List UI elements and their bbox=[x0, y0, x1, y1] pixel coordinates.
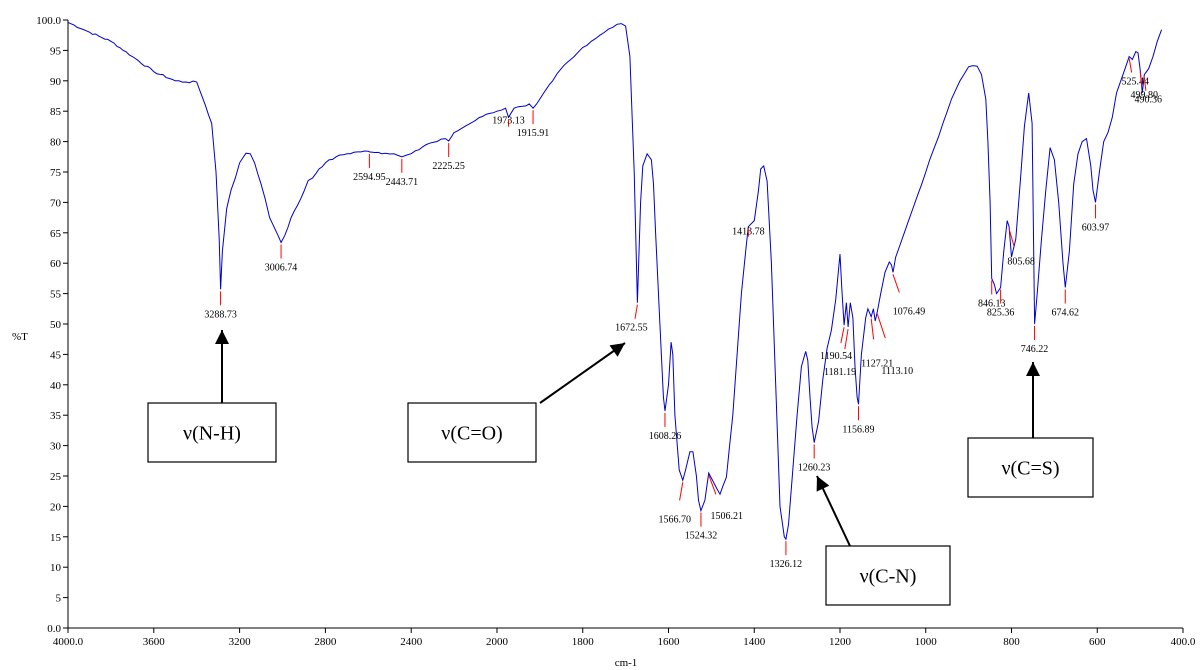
peak-label: 1915.91 bbox=[517, 128, 550, 139]
x-axis-ticks: 4000.0 3600 3200 2800 2400 2000 1800 1600 1400 12… bbox=[53, 628, 1196, 648]
annotation-arrow-shaft bbox=[539, 342, 626, 404]
y-tick-label: 40 bbox=[50, 380, 62, 392]
peak-marker bbox=[1128, 58, 1133, 73]
x-tick-label: 1600 bbox=[658, 636, 681, 648]
peak-label: 805.68 bbox=[1007, 257, 1035, 268]
peak-marker bbox=[840, 327, 845, 344]
annotation-arrow-head bbox=[215, 330, 229, 344]
peak-label: 490.36 bbox=[1135, 95, 1163, 106]
y-tick-label: 85 bbox=[50, 106, 62, 118]
x-tick-label: 800 bbox=[1003, 636, 1020, 648]
y-tick-label: 60 bbox=[50, 258, 62, 270]
peak-label: 2225.25 bbox=[432, 161, 465, 172]
peak-label: 603.97 bbox=[1082, 222, 1110, 233]
x-tick-label: 2000 bbox=[486, 636, 509, 648]
annotations: ν(N-H) ν(C=O) ν(C-N) ν(C=S) bbox=[147, 330, 1094, 606]
y-tick-label: 50 bbox=[50, 319, 62, 331]
peak-label: 1524.32 bbox=[685, 531, 718, 542]
x-tick-label: 600 bbox=[1089, 636, 1106, 648]
y-tick-label: 35 bbox=[50, 410, 62, 422]
x-tick-label: 4000.0 bbox=[53, 636, 84, 648]
y-tick-label: 70 bbox=[50, 197, 62, 209]
y-tick-label: 25 bbox=[50, 471, 62, 483]
peak-marker bbox=[870, 318, 875, 340]
annotation-arrow-head bbox=[1026, 362, 1040, 376]
annotation-box bbox=[967, 437, 1094, 498]
peak-label: 525.44 bbox=[1121, 76, 1149, 87]
peak-label: 1156.89 bbox=[842, 424, 874, 435]
x-tick-label: 2400 bbox=[400, 636, 423, 648]
y-axis-ticks: 0.0 5 10 15 20 25 30 35 40 45 50 55 60 65 70 75 80 85 90 95… bbox=[36, 15, 68, 635]
annotation-label: ν(C=O) bbox=[441, 423, 502, 445]
peak-label: 746.22 bbox=[1021, 344, 1049, 355]
peak-label: 1566.70 bbox=[659, 514, 692, 525]
peak-marker bbox=[679, 482, 684, 501]
x-tick-label: 1200 bbox=[829, 636, 852, 648]
peak-label: 1326.12 bbox=[770, 559, 803, 570]
y-tick-label: 55 bbox=[50, 289, 62, 301]
x-tick-label: 2800 bbox=[314, 636, 337, 648]
x-tick-label: 400.0 bbox=[1171, 636, 1196, 648]
peak-label: 2594.95 bbox=[353, 172, 386, 183]
peak-label: 1413.78 bbox=[732, 227, 765, 238]
peak-label: 2443.71 bbox=[386, 177, 419, 188]
x-tick-label: 1800 bbox=[572, 636, 595, 648]
y-tick-label: 100.0 bbox=[36, 15, 61, 27]
y-tick-label: 45 bbox=[50, 349, 62, 361]
y-tick-label: 15 bbox=[50, 532, 62, 544]
peak-label: 1608.26 bbox=[649, 431, 682, 442]
peak-label: 1672.55 bbox=[615, 323, 648, 334]
y-tick-label: 10 bbox=[50, 562, 62, 574]
peak-marker bbox=[1139, 71, 1143, 86]
peak-markers: 3288.73 3006.74 2594.95 2443.71 2225.25 1973.… bbox=[204, 58, 1162, 570]
y-tick-label: 75 bbox=[50, 167, 62, 179]
y-tick-label: 65 bbox=[50, 228, 62, 240]
x-tick-label: 1000 bbox=[915, 636, 938, 648]
peak-label: 1181.19 bbox=[824, 367, 856, 378]
y-tick-label: 30 bbox=[50, 441, 62, 453]
peak-label: 1076.49 bbox=[893, 306, 926, 317]
annotation-label: ν(C-N) bbox=[860, 566, 917, 588]
peak-marker bbox=[892, 274, 900, 293]
annotation-label: ν(N-H) bbox=[183, 423, 241, 445]
annotation-box bbox=[147, 402, 277, 463]
peak-marker bbox=[876, 313, 886, 339]
peak-label: 1260.23 bbox=[798, 463, 831, 474]
peak-marker bbox=[708, 474, 717, 495]
y-tick-label: 80 bbox=[50, 137, 62, 149]
peak-label: 674.62 bbox=[1052, 308, 1080, 319]
x-tick-label: 3200 bbox=[229, 636, 252, 648]
peak-label: 1127.21 bbox=[861, 359, 893, 370]
x-axis-title: cm-1 bbox=[615, 657, 638, 669]
annotation-arrow-head bbox=[609, 343, 625, 357]
y-tick-label: 20 bbox=[50, 501, 62, 513]
peak-label: 499.80 bbox=[1130, 90, 1158, 101]
y-axis-title: %T bbox=[12, 331, 28, 343]
peak-marker bbox=[1008, 228, 1015, 246]
peak-label: 1190.54 bbox=[820, 351, 852, 362]
peak-marker bbox=[1143, 76, 1147, 91]
peak-marker bbox=[634, 304, 638, 319]
y-tick-label: 0.0 bbox=[47, 623, 61, 635]
x-tick-label: 1400 bbox=[743, 636, 766, 648]
peak-label: 3288.73 bbox=[204, 309, 237, 320]
peak-label: 1113.10 bbox=[881, 366, 913, 377]
peak-label: 3006.74 bbox=[265, 263, 298, 274]
peak-label: 825.36 bbox=[987, 308, 1015, 319]
y-tick-label: 95 bbox=[50, 45, 62, 57]
spectrum-line bbox=[67, 21, 1163, 541]
y-tick-label: 90 bbox=[50, 76, 62, 88]
annotation-box bbox=[825, 545, 951, 606]
peak-marker bbox=[844, 328, 849, 350]
y-tick-label: 5 bbox=[56, 593, 62, 605]
annotation-arrow-head bbox=[816, 476, 830, 492]
peak-label: 1506.21 bbox=[710, 511, 743, 522]
annotation-box bbox=[407, 402, 537, 463]
peak-label: 846.13 bbox=[978, 298, 1006, 309]
peak-label: 1973.13 bbox=[492, 115, 525, 126]
x-tick-label: 3600 bbox=[143, 636, 166, 648]
annotation-label: ν(C=S) bbox=[1001, 458, 1059, 480]
